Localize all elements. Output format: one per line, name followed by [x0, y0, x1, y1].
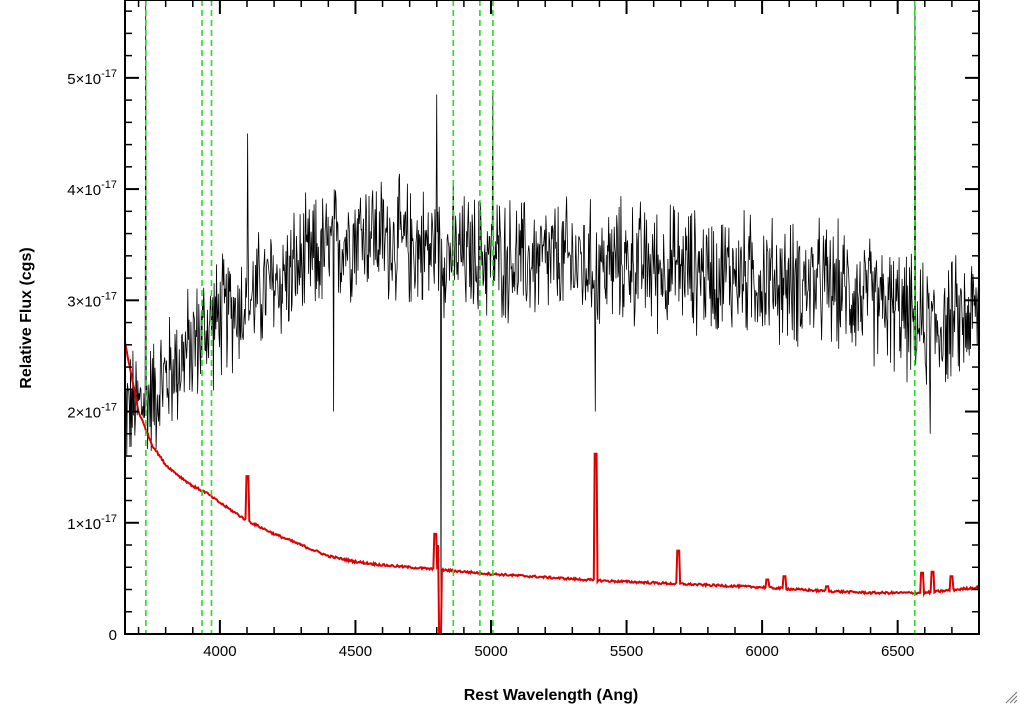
- x-tick-label-2: 5000: [474, 643, 507, 660]
- axes: [124, 0, 980, 635]
- x-tick-label-0: 4000: [203, 643, 236, 660]
- y-tick-label-4: 4×10-17: [67, 179, 117, 199]
- y-tick-label-0: 0: [109, 627, 117, 644]
- y-axis-title: Relative Flux (cgs): [18, 247, 35, 388]
- model-spectrum-line: [124, 342, 980, 635]
- y-tick-label-3: 3×10-17: [67, 290, 117, 310]
- ticks: 4000 4500 5000 5500 6000 6500 0 1×10-17 2×10-17 3…: [67, 0, 980, 660]
- observed-spectrum-line: [124, 0, 980, 635]
- series-layer: [124, 0, 980, 635]
- x-tick-label-3: 5500: [610, 643, 643, 660]
- resize-grip-icon[interactable]: [1004, 690, 1018, 704]
- x-tick-label-1: 4500: [339, 643, 372, 660]
- plot-frame: [124, 0, 980, 635]
- x-axis-title: Rest Wavelength (Ang): [464, 687, 639, 704]
- y-tick-label-2: 2×10-17: [67, 402, 117, 422]
- y-tick-label-5: 5×10-17: [67, 68, 117, 88]
- y-tick-label-1: 1×10-17: [67, 513, 117, 533]
- x-tick-label-4: 6000: [745, 643, 778, 660]
- reference-lines: [145, 0, 916, 634]
- x-tick-label-5: 6500: [881, 643, 914, 660]
